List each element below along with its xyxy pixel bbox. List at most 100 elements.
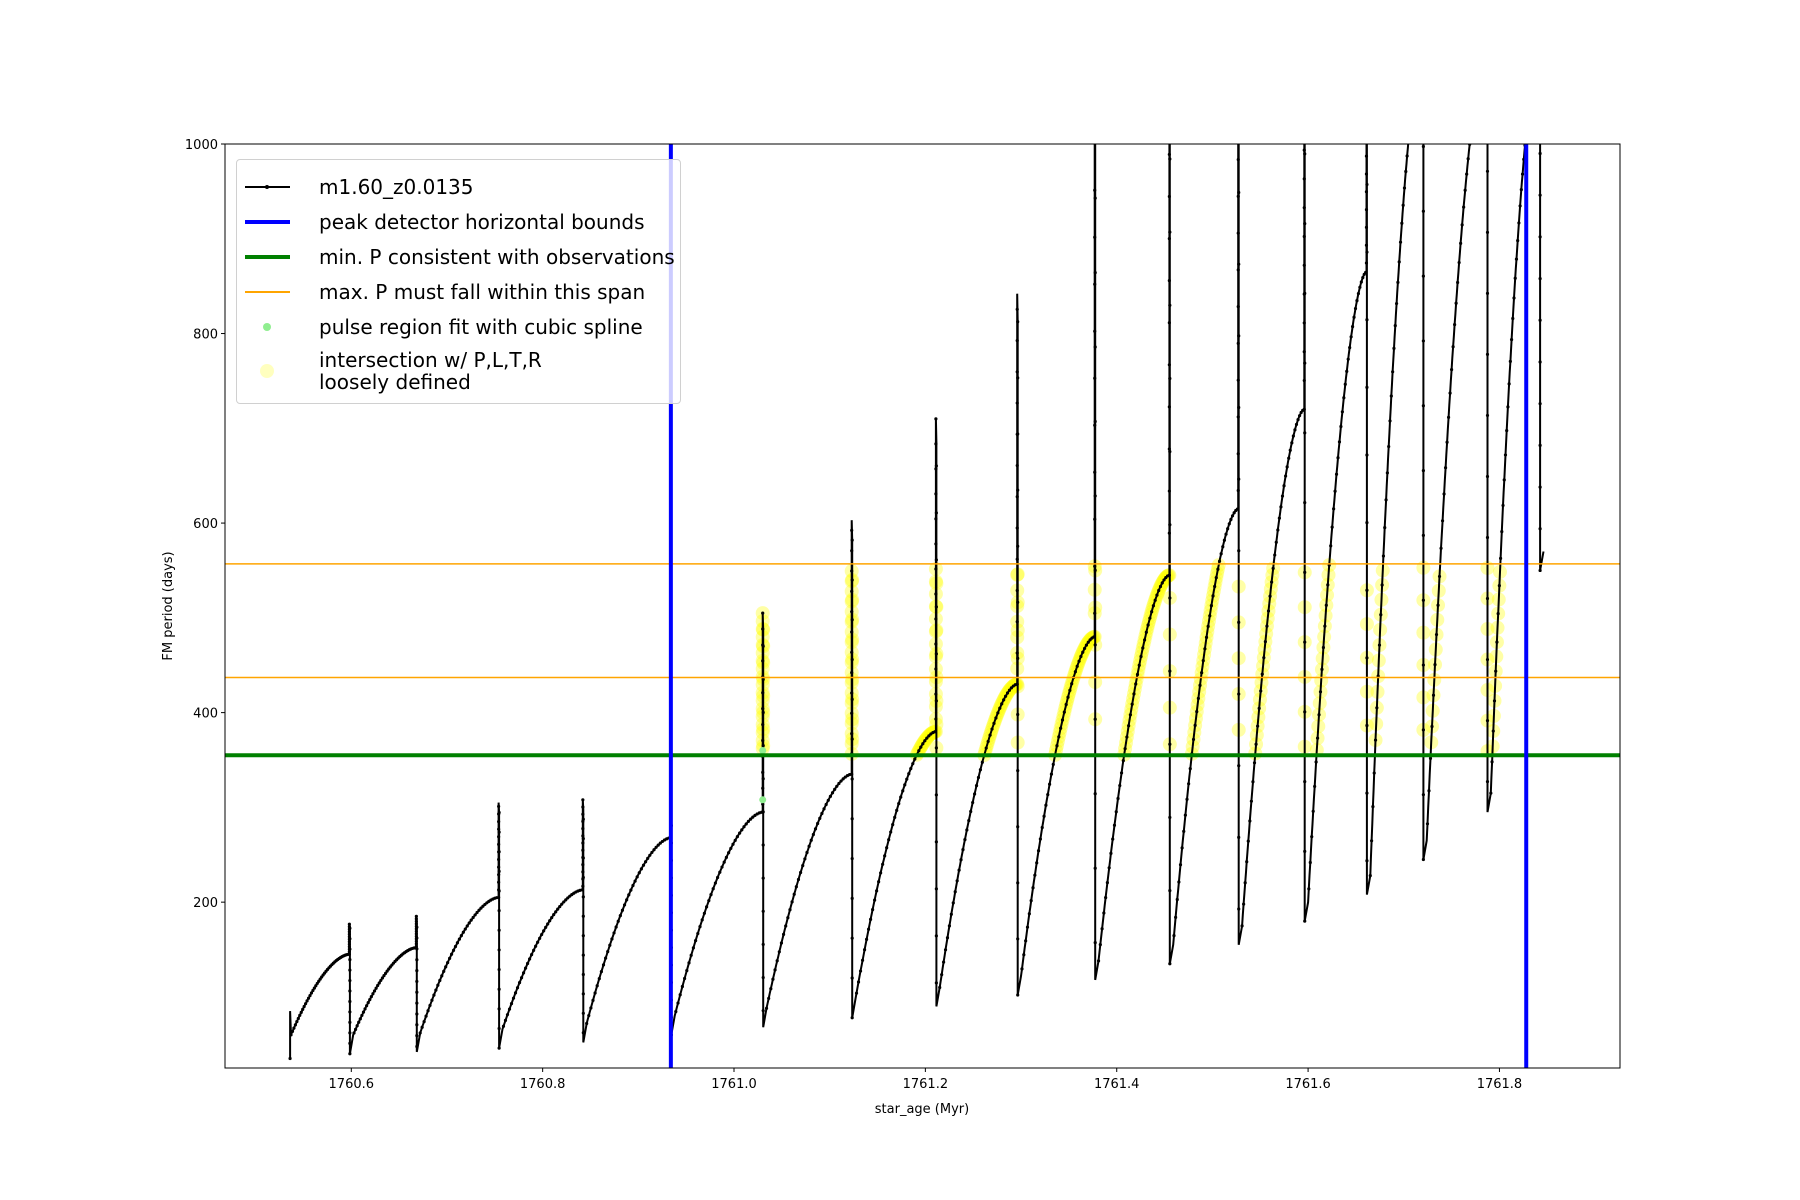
series-point [1364, 154, 1369, 158]
series-point [934, 605, 938, 609]
series-point [1333, 489, 1337, 493]
series-point [971, 800, 975, 805]
series-point [1093, 376, 1097, 380]
series-point [1303, 780, 1307, 784]
series-point [1047, 782, 1052, 786]
series-point [348, 937, 352, 941]
series-point [841, 777, 845, 781]
series-point [1538, 48, 1541, 51]
series-point [1364, 190, 1369, 194]
series-point [562, 900, 566, 904]
series-point [1016, 432, 1020, 436]
series-point [1485, 48, 1488, 51]
series-point [854, 991, 859, 995]
series-point [1538, 48, 1541, 51]
series-point [972, 792, 977, 796]
series-point [1109, 851, 1113, 855]
series-point [1178, 863, 1183, 867]
series-point [1323, 624, 1327, 628]
series-point [414, 929, 418, 933]
series-point [934, 617, 938, 621]
legend-label: intersection w/ P,L,T,R loosely defined [319, 348, 542, 394]
series-point [1172, 933, 1176, 938]
series-point [1538, 48, 1541, 51]
series-point [650, 850, 654, 855]
series-point [1346, 357, 1350, 361]
series-point [1364, 270, 1368, 274]
series-point [711, 887, 715, 891]
series-point [1271, 566, 1275, 570]
series-point [897, 802, 901, 806]
series-point [511, 996, 516, 1000]
series-point [1188, 767, 1192, 771]
series-point [414, 922, 418, 926]
series-point [1016, 656, 1020, 661]
series-point [1022, 953, 1026, 957]
series-point [813, 827, 818, 831]
series-point [1398, 240, 1403, 244]
series-point [1015, 620, 1019, 624]
series-point [1392, 346, 1396, 350]
series-point [674, 1009, 678, 1014]
series-point [1093, 270, 1097, 275]
series-point [1303, 570, 1307, 574]
series-point [718, 870, 722, 874]
series-point [612, 931, 616, 935]
series-point [1391, 370, 1395, 374]
series-point [761, 722, 765, 727]
series-point [380, 976, 385, 980]
series-point [1485, 48, 1488, 51]
series-point [1372, 771, 1376, 775]
series-point [581, 895, 585, 899]
series-point [599, 970, 604, 974]
series-point [1369, 839, 1374, 843]
series-point [1193, 723, 1197, 727]
series-point [1538, 443, 1542, 447]
series-point [1384, 498, 1388, 502]
series-point [919, 745, 923, 749]
series-point [352, 1031, 356, 1035]
x-tick-label: 1761.8 [1477, 1077, 1523, 1092]
series-point [1311, 809, 1315, 813]
series-point [430, 998, 434, 1002]
series-point [552, 913, 556, 917]
series-point [733, 838, 737, 842]
series-point [608, 943, 612, 947]
series-point [784, 924, 788, 928]
series-point [581, 834, 585, 838]
series-point [1044, 803, 1048, 807]
series-point [1237, 84, 1240, 87]
series-point [1526, 118, 1529, 121]
series-point [1093, 423, 1097, 427]
series-point [1511, 316, 1515, 321]
series-point [1302, 263, 1306, 267]
series-point [864, 937, 869, 941]
series-point [1482, 55, 1485, 58]
series-point [729, 846, 733, 851]
series-point [414, 939, 418, 943]
series-point [994, 716, 998, 720]
series-point [988, 733, 992, 737]
series-point [1015, 338, 1019, 343]
series-point [1232, 511, 1236, 515]
series-point [911, 762, 915, 766]
series-point [1485, 780, 1490, 784]
series-point [1365, 115, 1368, 118]
series-point [606, 950, 610, 954]
series-point [1460, 223, 1464, 227]
series-point [1270, 580, 1274, 584]
spline-point [759, 747, 767, 755]
series-point [591, 998, 595, 1003]
series-point [761, 786, 765, 790]
series-point [761, 777, 765, 781]
series-point [934, 511, 938, 515]
series-point [1538, 48, 1541, 51]
series-point [1158, 584, 1163, 589]
series-point [992, 721, 996, 725]
series-point [1237, 907, 1241, 911]
series-point [722, 860, 726, 864]
series-point [371, 992, 375, 996]
series-point [309, 991, 314, 995]
series-point [1237, 334, 1241, 338]
series-point [348, 1052, 352, 1056]
